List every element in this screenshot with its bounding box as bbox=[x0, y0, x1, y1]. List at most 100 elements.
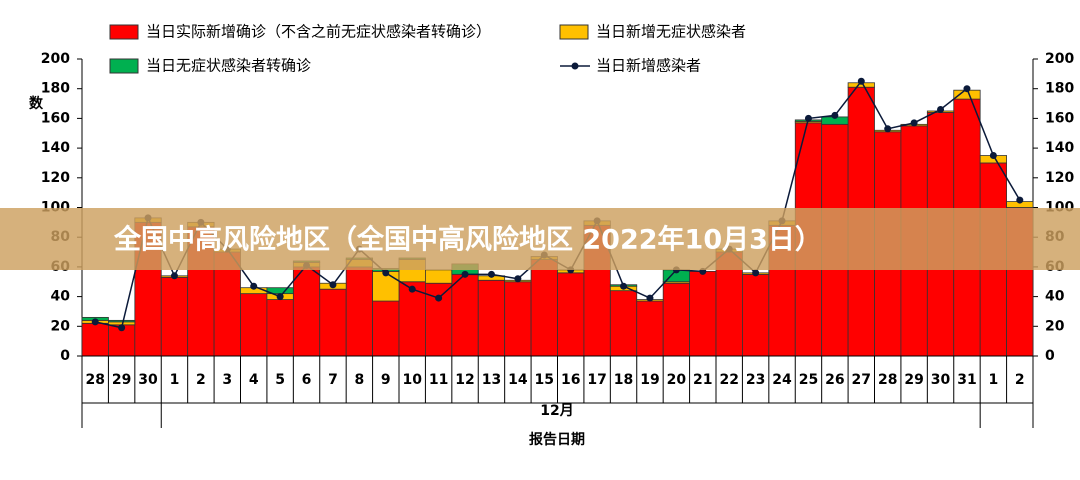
month-label: 12月 bbox=[540, 403, 573, 419]
x-tick-label: 22 bbox=[719, 372, 738, 388]
bar bbox=[609, 290, 638, 357]
x-tick-label: 31 bbox=[957, 372, 976, 388]
x-tick-label: 17 bbox=[587, 372, 606, 388]
legend-marker bbox=[571, 62, 579, 70]
x-tick-label: 18 bbox=[614, 372, 633, 388]
x-tick-label: 6 bbox=[302, 372, 312, 388]
y2-tick-label: 200 bbox=[1045, 51, 1074, 67]
bar bbox=[398, 281, 426, 357]
line-point bbox=[620, 282, 628, 290]
bar bbox=[108, 319, 136, 323]
line-point bbox=[91, 318, 99, 326]
line-point bbox=[170, 272, 178, 280]
line-point bbox=[857, 77, 865, 85]
x-tick-label: 13 bbox=[482, 372, 501, 388]
x-tick-label: 30 bbox=[931, 372, 951, 388]
y-tick-label: 200 bbox=[41, 51, 70, 67]
line-point bbox=[118, 324, 126, 332]
y2-tick-label: 40 bbox=[1045, 289, 1065, 305]
x-tick-label: 5 bbox=[275, 372, 285, 388]
bar bbox=[425, 269, 453, 284]
line-point bbox=[514, 275, 522, 283]
x-tick-label: 4 bbox=[249, 372, 259, 388]
line-point bbox=[937, 105, 945, 113]
x-tick-label: 3 bbox=[222, 372, 232, 388]
x-tick-label: 25 bbox=[799, 372, 818, 388]
banner bbox=[0, 208, 1080, 270]
x-tick-label: 1 bbox=[989, 372, 999, 388]
line-point bbox=[963, 85, 971, 93]
line-point bbox=[910, 119, 918, 127]
x-tick-label: 2 bbox=[1015, 372, 1025, 388]
bar bbox=[292, 266, 321, 357]
y-tick-label: 40 bbox=[51, 289, 71, 305]
legend-swatch bbox=[559, 24, 589, 40]
bar bbox=[477, 279, 506, 357]
y2-tick-label: 120 bbox=[1045, 170, 1074, 186]
y-tick-label: 140 bbox=[41, 140, 70, 156]
y-axis-label: 数 bbox=[29, 95, 44, 112]
y-tick-label: 20 bbox=[51, 318, 71, 334]
bar bbox=[504, 281, 532, 357]
x-tick-label: 23 bbox=[746, 372, 765, 388]
line-point bbox=[804, 114, 812, 122]
x-axis-label: 报告日期 bbox=[529, 431, 585, 448]
x-tick-label: 29 bbox=[904, 372, 923, 388]
bar bbox=[662, 282, 690, 357]
line-point bbox=[461, 270, 469, 278]
line-point bbox=[989, 152, 997, 160]
bar bbox=[689, 270, 717, 357]
bar bbox=[372, 300, 400, 357]
x-tick-label: 29 bbox=[112, 372, 131, 388]
legend-label: 当日实际新增确诊（不含之前无症状感染者转确诊） bbox=[146, 23, 491, 41]
line-point bbox=[646, 294, 654, 302]
line-point bbox=[1016, 196, 1024, 204]
y2-tick-label: 20 bbox=[1045, 318, 1065, 334]
line-point bbox=[884, 125, 892, 133]
bar bbox=[742, 273, 770, 357]
x-tick-label: 2 bbox=[196, 372, 206, 388]
y2-tick-label: 0 bbox=[1045, 348, 1055, 364]
x-tick-label: 1 bbox=[170, 372, 180, 388]
bar bbox=[319, 288, 347, 357]
line-point bbox=[831, 111, 839, 119]
banner-title: 全国中高风险地区（全国中高风险地区 2022年10月3日） bbox=[113, 224, 822, 256]
legend-swatch bbox=[109, 24, 139, 40]
x-tick-label: 20 bbox=[667, 372, 687, 388]
x-tick-label: 16 bbox=[561, 372, 580, 388]
line-point bbox=[382, 269, 390, 277]
bar bbox=[530, 259, 558, 357]
line-point bbox=[329, 281, 337, 289]
bar bbox=[81, 322, 109, 357]
legend-label: 当日新增无症状感染者 bbox=[596, 23, 746, 41]
x-tick-label: 21 bbox=[693, 372, 712, 388]
x-tick-label: 11 bbox=[429, 372, 448, 388]
y2-tick-label: 180 bbox=[1045, 81, 1074, 97]
x-tick-label: 15 bbox=[535, 372, 554, 388]
bar bbox=[636, 300, 664, 357]
bar bbox=[160, 276, 189, 357]
bar bbox=[240, 293, 268, 357]
x-tick-label: 24 bbox=[772, 372, 792, 388]
x-tick-label: 14 bbox=[508, 372, 528, 388]
y-tick-label: 160 bbox=[41, 110, 70, 126]
line-point bbox=[435, 294, 443, 302]
y-tick-label: 180 bbox=[41, 81, 70, 97]
x-tick-label: 12 bbox=[455, 372, 474, 388]
legend-label: 当日新增感染者 bbox=[596, 57, 701, 75]
line-point bbox=[276, 293, 284, 301]
x-tick-label: 9 bbox=[381, 372, 391, 388]
y-tick-label: 120 bbox=[41, 170, 70, 186]
x-tick-label: 30 bbox=[138, 372, 158, 388]
line-point bbox=[487, 270, 495, 278]
bar bbox=[425, 282, 453, 357]
bar bbox=[266, 299, 294, 357]
y2-tick-label: 140 bbox=[1045, 140, 1074, 156]
line-point bbox=[408, 285, 416, 293]
x-tick-label: 28 bbox=[85, 372, 104, 388]
legend-swatch bbox=[109, 58, 139, 74]
line-point bbox=[250, 282, 258, 290]
legend-label: 当日无症状感染者转确诊 bbox=[146, 57, 311, 75]
x-tick-label: 8 bbox=[355, 372, 365, 388]
